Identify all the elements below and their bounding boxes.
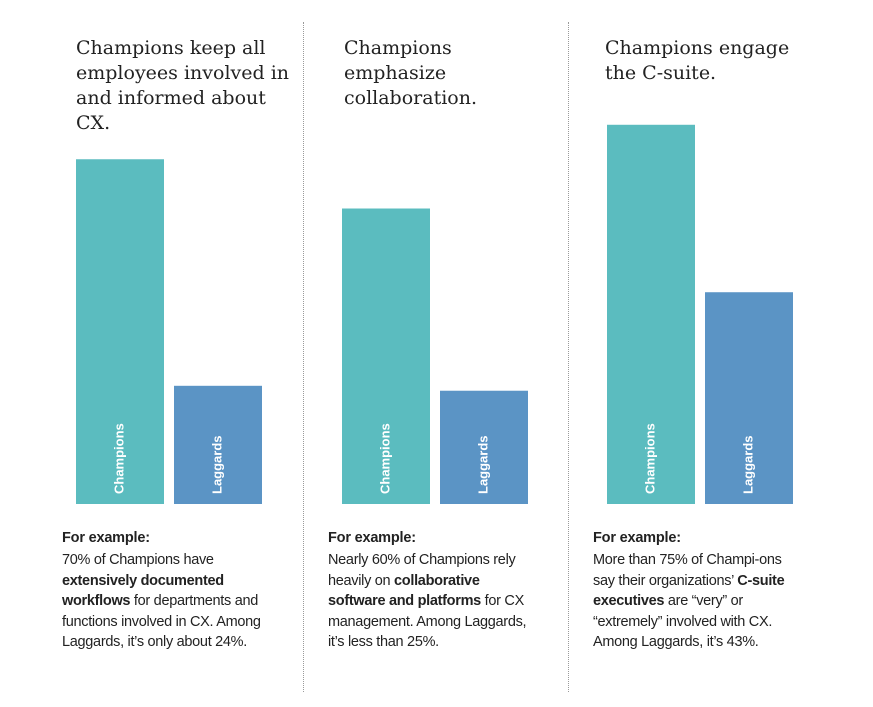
- bar-laggards: [440, 390, 528, 504]
- bar-champions: [607, 124, 695, 505]
- bar-label-laggards: Laggards: [209, 435, 224, 494]
- panel-title: Champions emphasize collaboration.: [344, 37, 477, 109]
- example-body: Nearly 60% of Champions rely heavily on …: [328, 552, 527, 650]
- panel-title: Champions keep all employees involved in…: [76, 37, 290, 134]
- bar-chart: Champions Laggards: [342, 208, 528, 504]
- bar-label-champions: Champions: [377, 423, 392, 494]
- example-text: For example: More than 75% of Champi-ons…: [593, 530, 803, 653]
- divider-left: [303, 22, 304, 692]
- bar-laggards: [705, 292, 793, 504]
- example-body: More than 75% of Champi-ons say their or…: [593, 552, 785, 650]
- panel-2: Champions emphasize collaboration. Champ…: [328, 0, 598, 707]
- example-label: For example:: [62, 530, 150, 546]
- bar-label-laggards: Laggards: [740, 435, 755, 494]
- bar-label-champions: Champions: [642, 423, 657, 494]
- example-text: For example: Nearly 60% of Champions rel…: [328, 530, 538, 653]
- bar-chart: Champions Laggards: [607, 124, 793, 505]
- example-text: For example: 70% of Champions have exten…: [62, 530, 272, 653]
- panel-3: Champions engage the C-suite. Champions L…: [593, 0, 863, 707]
- bar-champions: [76, 159, 164, 504]
- bar-laggards: [174, 385, 262, 504]
- divider-right: [568, 22, 569, 692]
- bar-label-champions: Champions: [111, 423, 126, 494]
- bar-label-laggards: Laggards: [475, 435, 490, 494]
- example-label: For example:: [593, 530, 681, 546]
- bar-chart: Champions Laggards: [76, 159, 262, 504]
- bar-champions: [342, 208, 430, 504]
- example-body: 70% of Champions have extensively docume…: [62, 552, 261, 650]
- panel-title: Champions engage the C-suite.: [605, 37, 790, 84]
- panel-1: Champions keep all employees involved in…: [62, 0, 332, 707]
- example-label: For example:: [328, 530, 416, 546]
